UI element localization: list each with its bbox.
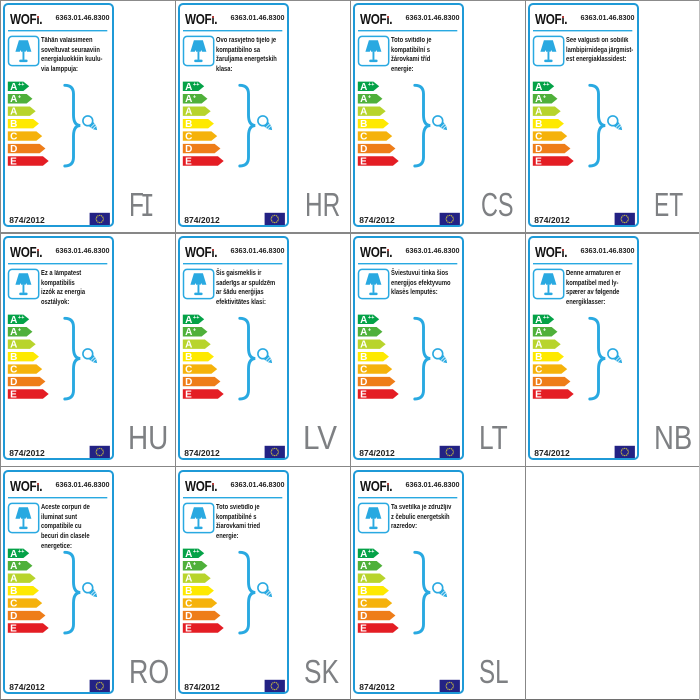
svg-text:+: + bbox=[193, 561, 197, 567]
svg-text:++: ++ bbox=[18, 82, 25, 88]
svg-text:A: A bbox=[185, 561, 192, 572]
svg-text:++: ++ bbox=[368, 315, 375, 321]
svg-text:C: C bbox=[535, 364, 542, 375]
svg-text:A: A bbox=[360, 94, 367, 105]
svg-text:D: D bbox=[185, 144, 192, 155]
svg-text:A: A bbox=[10, 327, 17, 338]
svg-text:D: D bbox=[10, 144, 17, 155]
svg-text:A: A bbox=[360, 339, 367, 350]
svg-text:A: A bbox=[10, 561, 17, 572]
svg-text:E: E bbox=[535, 389, 542, 400]
svg-text:A: A bbox=[185, 548, 192, 559]
svg-text:B: B bbox=[360, 352, 367, 363]
svg-text:B: B bbox=[185, 119, 192, 130]
svg-text:A: A bbox=[535, 327, 542, 338]
svg-text:C: C bbox=[360, 131, 367, 142]
svg-text:+: + bbox=[368, 327, 372, 333]
svg-text:++: ++ bbox=[543, 315, 550, 321]
svg-text:B: B bbox=[185, 352, 192, 363]
svg-text:E: E bbox=[10, 389, 17, 400]
svg-text:C: C bbox=[185, 364, 192, 375]
svg-text:D: D bbox=[535, 377, 542, 388]
svg-text:C: C bbox=[535, 131, 542, 142]
svg-text:A: A bbox=[10, 81, 17, 92]
svg-text:C: C bbox=[10, 131, 17, 142]
svg-text:A: A bbox=[535, 94, 542, 105]
svg-text:E: E bbox=[360, 389, 367, 400]
svg-text:A: A bbox=[185, 573, 192, 584]
svg-text:A: A bbox=[10, 314, 17, 325]
svg-text:E: E bbox=[360, 623, 367, 634]
svg-text:C: C bbox=[360, 598, 367, 609]
svg-text:D: D bbox=[360, 611, 367, 622]
svg-text:B: B bbox=[360, 119, 367, 130]
svg-text:B: B bbox=[185, 586, 192, 597]
svg-text:++: ++ bbox=[368, 82, 375, 88]
svg-text:E: E bbox=[185, 623, 192, 634]
svg-text:A: A bbox=[535, 339, 542, 350]
svg-text:B: B bbox=[360, 586, 367, 597]
svg-text:A: A bbox=[10, 573, 17, 584]
svg-text:C: C bbox=[10, 364, 17, 375]
svg-text:A: A bbox=[10, 106, 17, 117]
svg-text:E: E bbox=[360, 156, 367, 167]
svg-text:A: A bbox=[185, 106, 192, 117]
svg-text:+: + bbox=[193, 327, 197, 333]
svg-text:D: D bbox=[10, 611, 17, 622]
svg-text:++: ++ bbox=[193, 549, 200, 555]
svg-text:+: + bbox=[543, 94, 547, 100]
svg-text:D: D bbox=[185, 611, 192, 622]
svg-text:+: + bbox=[368, 561, 372, 567]
svg-text:A: A bbox=[360, 81, 367, 92]
svg-text:D: D bbox=[360, 377, 367, 388]
svg-text:+: + bbox=[18, 327, 22, 333]
svg-text:E: E bbox=[535, 156, 542, 167]
svg-text:++: ++ bbox=[18, 315, 25, 321]
svg-text:A: A bbox=[185, 81, 192, 92]
svg-text:B: B bbox=[10, 586, 17, 597]
svg-text:B: B bbox=[535, 352, 542, 363]
svg-text:D: D bbox=[10, 377, 17, 388]
svg-text:D: D bbox=[185, 377, 192, 388]
svg-text:A: A bbox=[360, 327, 367, 338]
svg-text:A: A bbox=[535, 81, 542, 92]
svg-text:A: A bbox=[360, 314, 367, 325]
svg-text:A: A bbox=[10, 94, 17, 105]
svg-text:A: A bbox=[185, 327, 192, 338]
svg-text:A: A bbox=[185, 314, 192, 325]
svg-text:++: ++ bbox=[18, 549, 25, 555]
svg-text:+: + bbox=[543, 327, 547, 333]
svg-text:+: + bbox=[193, 94, 197, 100]
svg-text:C: C bbox=[360, 364, 367, 375]
svg-text:A: A bbox=[535, 314, 542, 325]
svg-text:D: D bbox=[535, 144, 542, 155]
svg-text:B: B bbox=[10, 119, 17, 130]
svg-text:+: + bbox=[368, 94, 372, 100]
svg-text:A: A bbox=[535, 106, 542, 117]
svg-text:A: A bbox=[360, 573, 367, 584]
svg-text:C: C bbox=[185, 598, 192, 609]
svg-text:E: E bbox=[10, 623, 17, 634]
svg-text:++: ++ bbox=[193, 82, 200, 88]
svg-text:A: A bbox=[185, 339, 192, 350]
svg-text:C: C bbox=[10, 598, 17, 609]
svg-text:E: E bbox=[10, 156, 17, 167]
svg-text:A: A bbox=[185, 94, 192, 105]
svg-text:+: + bbox=[18, 94, 22, 100]
svg-text:A: A bbox=[360, 548, 367, 559]
svg-text:E: E bbox=[185, 156, 192, 167]
svg-text:++: ++ bbox=[368, 549, 375, 555]
svg-text:A: A bbox=[360, 106, 367, 117]
svg-text:++: ++ bbox=[543, 82, 550, 88]
svg-text:B: B bbox=[535, 119, 542, 130]
svg-text:A: A bbox=[360, 561, 367, 572]
svg-text:+: + bbox=[18, 561, 22, 567]
svg-text:E: E bbox=[185, 389, 192, 400]
svg-text:D: D bbox=[360, 144, 367, 155]
svg-text:C: C bbox=[185, 131, 192, 142]
svg-text:A: A bbox=[10, 339, 17, 350]
svg-text:B: B bbox=[10, 352, 17, 363]
svg-text:A: A bbox=[10, 548, 17, 559]
svg-text:++: ++ bbox=[193, 315, 200, 321]
